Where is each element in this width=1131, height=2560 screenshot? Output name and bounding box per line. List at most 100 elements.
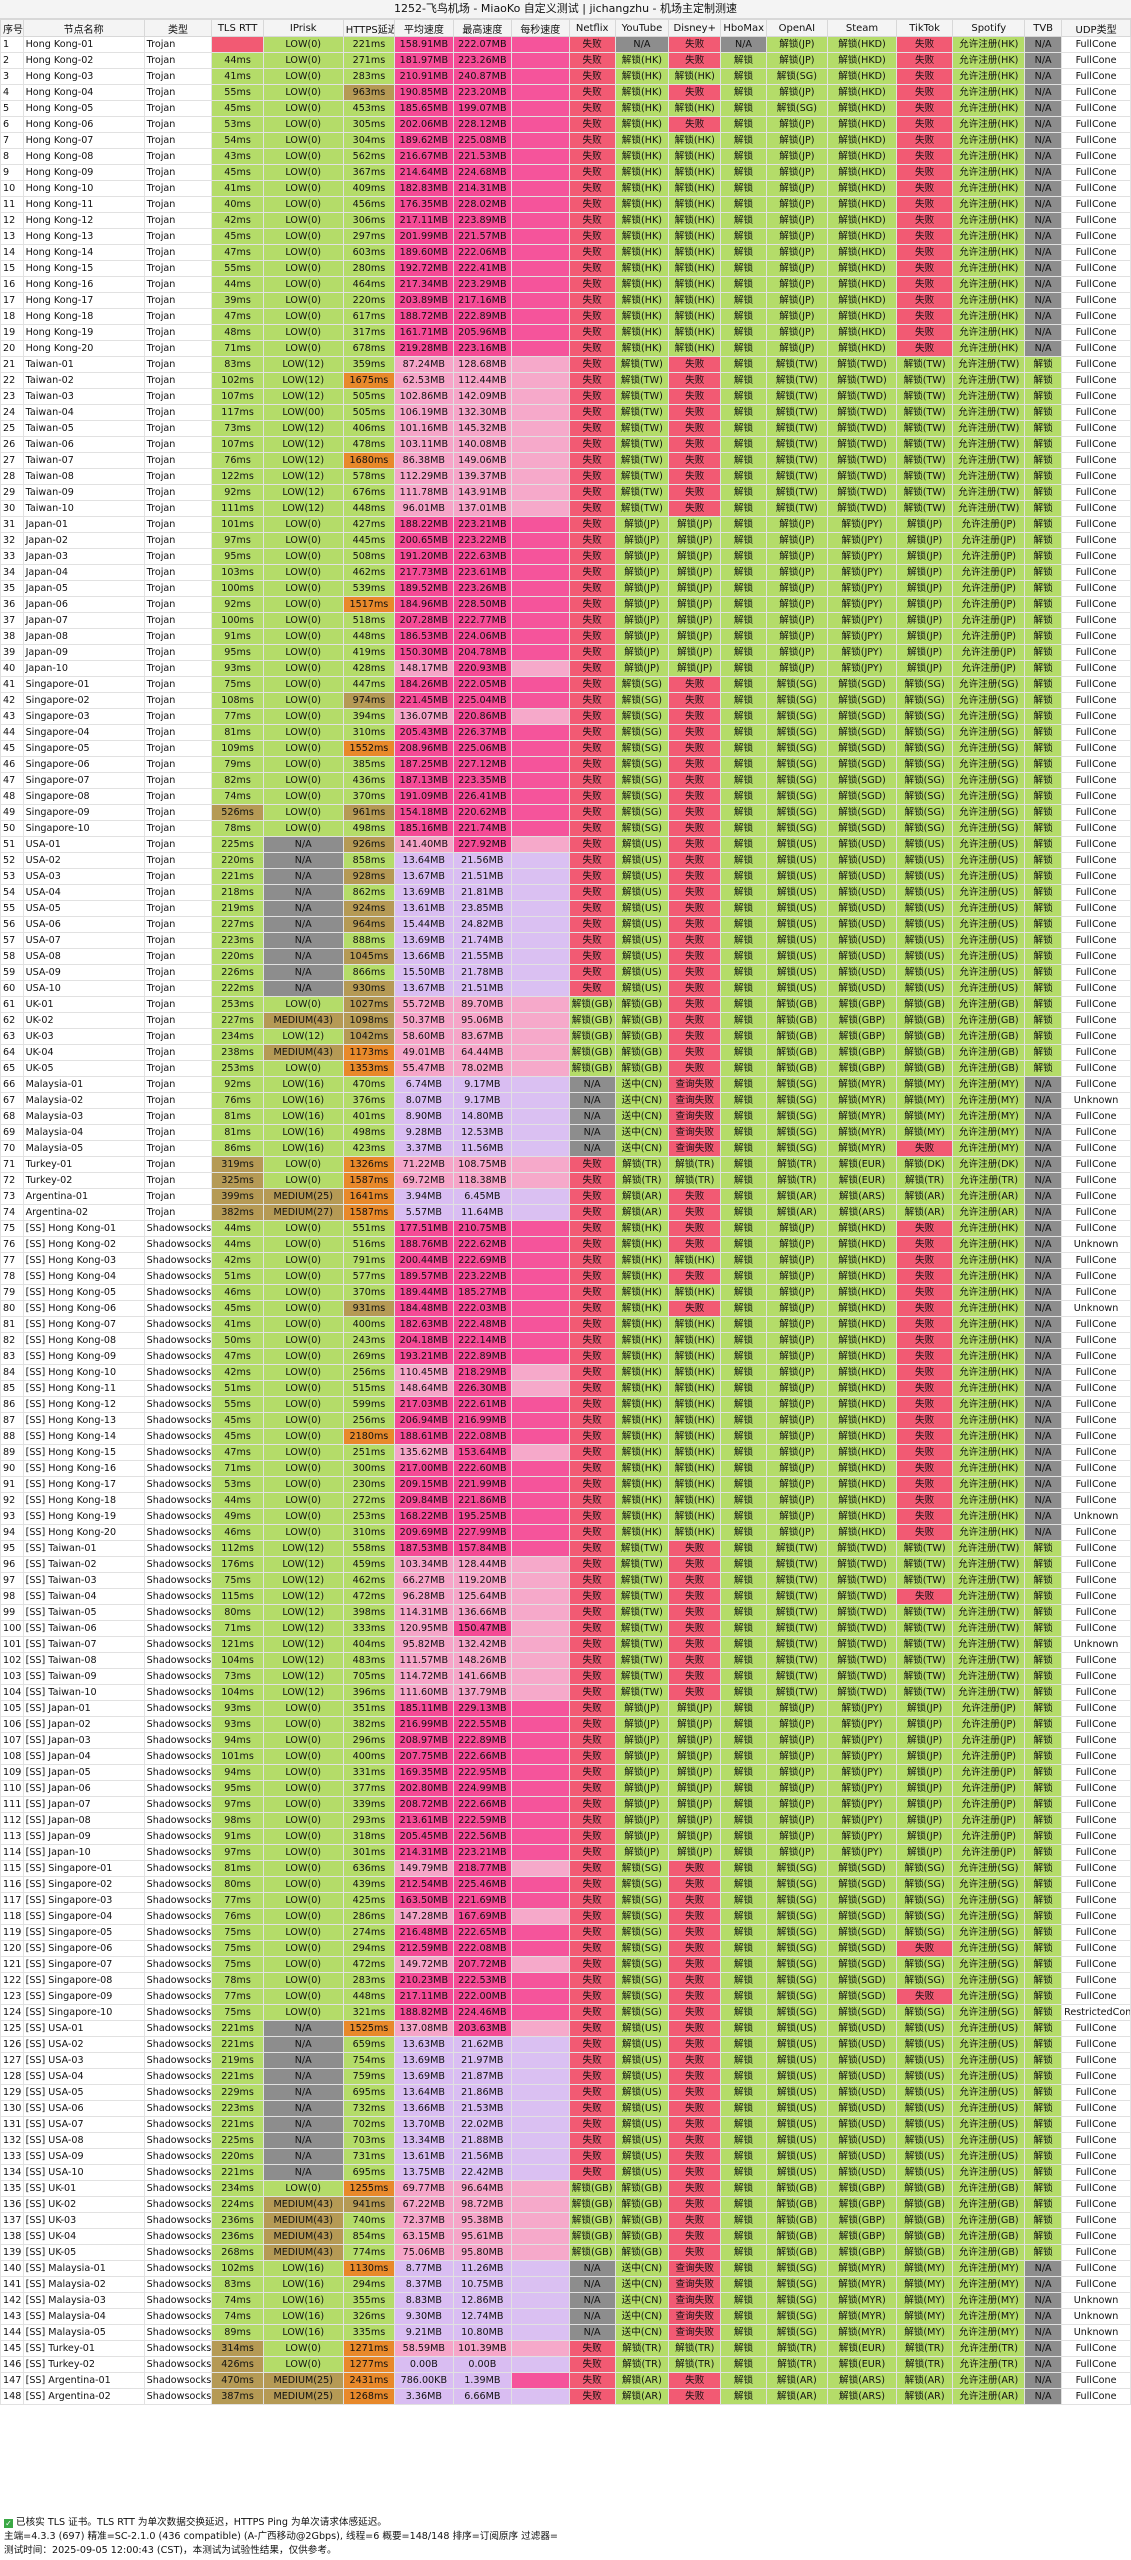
table-cell: 862ms (342, 884, 396, 901)
table-cell: 失败 (568, 308, 616, 325)
table-cell: 解锁 (720, 1364, 767, 1381)
table-cell: 解锁(SG) (765, 2004, 829, 2021)
table-cell: [SS] USA-01 (22, 2020, 145, 2037)
table-cell: 允许注册(SG) (952, 1924, 1026, 1941)
table-cell (511, 1060, 570, 1077)
table-cell: 220ms (211, 948, 264, 965)
table-cell: 允许注册(SG) (952, 772, 1026, 789)
table-cell: N/A (720, 36, 767, 53)
table-cell: 解锁(TR) (614, 1172, 670, 1189)
table-row: 16 Hong Kong-16 Trojan 44ms LOW(0) 464ms 217.3… (0, 276, 1131, 293)
table-cell: LOW(0) (262, 724, 344, 741)
table-cell: 解锁(TWD) (827, 1652, 897, 1669)
table-cell: [SS] Japan-07 (22, 1796, 145, 1813)
table-cell: Argentina-01 (22, 1188, 145, 1205)
table-cell: 失败 (895, 292, 954, 309)
table-cell: 解锁(US) (614, 948, 670, 965)
table-cell: 167.69MB (452, 1908, 513, 1925)
table-cell: 4 (0, 84, 24, 101)
table-cell: 222.60MB (452, 1460, 513, 1477)
table-cell (511, 1924, 570, 1941)
table-cell: 153.64MB (452, 1444, 513, 1461)
table-cell: 71.22MB (394, 1156, 454, 1173)
table-cell: [SS] Argentina-02 (22, 2388, 145, 2405)
table-cell: [SS] Hong Kong-14 (22, 1428, 145, 1445)
table-cell: 解锁(JP) (614, 1764, 670, 1781)
table-cell: 解锁(HK) (614, 1444, 670, 1461)
table-cell: 解锁(SG) (895, 1924, 954, 1941)
table-cell: 解锁 (720, 1460, 767, 1477)
table-cell: Taiwan-08 (22, 468, 145, 485)
table-cell: 解锁(US) (614, 900, 670, 917)
table-cell: 140.08MB (452, 436, 513, 453)
table-cell: 223.22MB (452, 1268, 513, 1285)
table-cell: 12 (0, 212, 24, 229)
table-cell: FullCone (1061, 1156, 1131, 1173)
table-cell: 98 (0, 1588, 24, 1605)
table-cell: Singapore-04 (22, 724, 145, 741)
table-cell: 562ms (342, 148, 396, 165)
table-cell: LOW(0) (262, 2180, 344, 2197)
table-cell: 解锁 (1024, 2148, 1063, 2165)
table-cell: 解锁(SG) (765, 68, 829, 85)
table-cell: 2431ms (342, 2372, 396, 2389)
table-cell: FullCone (1061, 2132, 1131, 2149)
table-cell: [SS] Japan-02 (22, 1716, 145, 1733)
table-cell: 失败 (568, 1924, 616, 1941)
table-cell: Shadowsocks (143, 1604, 213, 1621)
table-cell: 允许注册(GB) (952, 1044, 1026, 1061)
table-cell: 解锁 (720, 932, 767, 949)
table-cell: 失败 (568, 740, 616, 757)
table-cell: LOW(0) (262, 180, 344, 197)
table-cell: 解锁(US) (765, 2036, 829, 2053)
table-cell: 解锁(HK) (668, 276, 722, 293)
table-cell: 解锁(SGD) (827, 1988, 897, 2005)
table-cell: 101.39MB (452, 2340, 513, 2357)
table-cell: 解锁(JPY) (827, 612, 897, 629)
table-cell (511, 1748, 570, 1765)
table-cell: FullCone (1061, 420, 1131, 437)
table-cell: 204.18MB (394, 1332, 454, 1349)
table-cell: LOW(0) (262, 644, 344, 661)
table-cell: Singapore-03 (22, 708, 145, 725)
table-cell: 22.02MB (452, 2116, 513, 2133)
table-cell: 1517ms (342, 596, 396, 613)
table-cell: 失败 (895, 1380, 954, 1397)
table-cell: FullCone (1061, 1892, 1131, 1909)
table-cell: Hong Kong-18 (22, 308, 145, 325)
table-cell: 188.72MB (394, 308, 454, 325)
table-cell: 允许注册(JP) (952, 1780, 1026, 1797)
table-cell: 解锁(TWD) (827, 1620, 897, 1637)
table-cell: MEDIUM(43) (262, 2212, 344, 2229)
table-cell (511, 1444, 570, 1461)
table-cell: 解锁(TR) (614, 2356, 670, 2373)
table-cell: 21.56MB (452, 852, 513, 869)
table-cell: N/A (1024, 2340, 1063, 2357)
table-cell: 解锁(US) (765, 2132, 829, 2149)
table-cell: 失败 (895, 1492, 954, 1509)
table-cell: Trojan (143, 500, 213, 517)
table-cell: USA-03 (22, 868, 145, 885)
table-cell: 解锁(US) (765, 900, 829, 917)
table-cell: 解锁(SGD) (827, 708, 897, 725)
table-cell: 9.28MB (394, 1124, 454, 1141)
table-cell: 解锁(TWD) (827, 1604, 897, 1621)
table-cell: Trojan (143, 772, 213, 789)
table-cell: 225.46MB (452, 1876, 513, 1893)
table-row: 60 USA-10 Trojan 222ms N/A 930ms 13.67MB 21.51M… (0, 980, 1131, 997)
table-cell: Trojan (143, 404, 213, 421)
table-cell: 解锁(SG) (614, 1892, 670, 1909)
table-cell: 解锁 (720, 52, 767, 69)
table-cell: 928ms (342, 868, 396, 885)
table-cell: Trojan (143, 996, 213, 1013)
table-cell: Shadowsocks (143, 1620, 213, 1637)
table-cell: 223.16MB (452, 340, 513, 357)
table-cell: 解锁(GBP) (827, 2212, 897, 2229)
table-cell: 116 (0, 1876, 24, 1893)
table-cell: 214.31MB (452, 180, 513, 197)
table-cell: 45ms (211, 164, 264, 181)
table-cell: 209.15MB (394, 1476, 454, 1493)
table-cell: 失败 (895, 180, 954, 197)
table-cell: 94ms (211, 1764, 264, 1781)
table-cell: Argentina-02 (22, 1204, 145, 1221)
